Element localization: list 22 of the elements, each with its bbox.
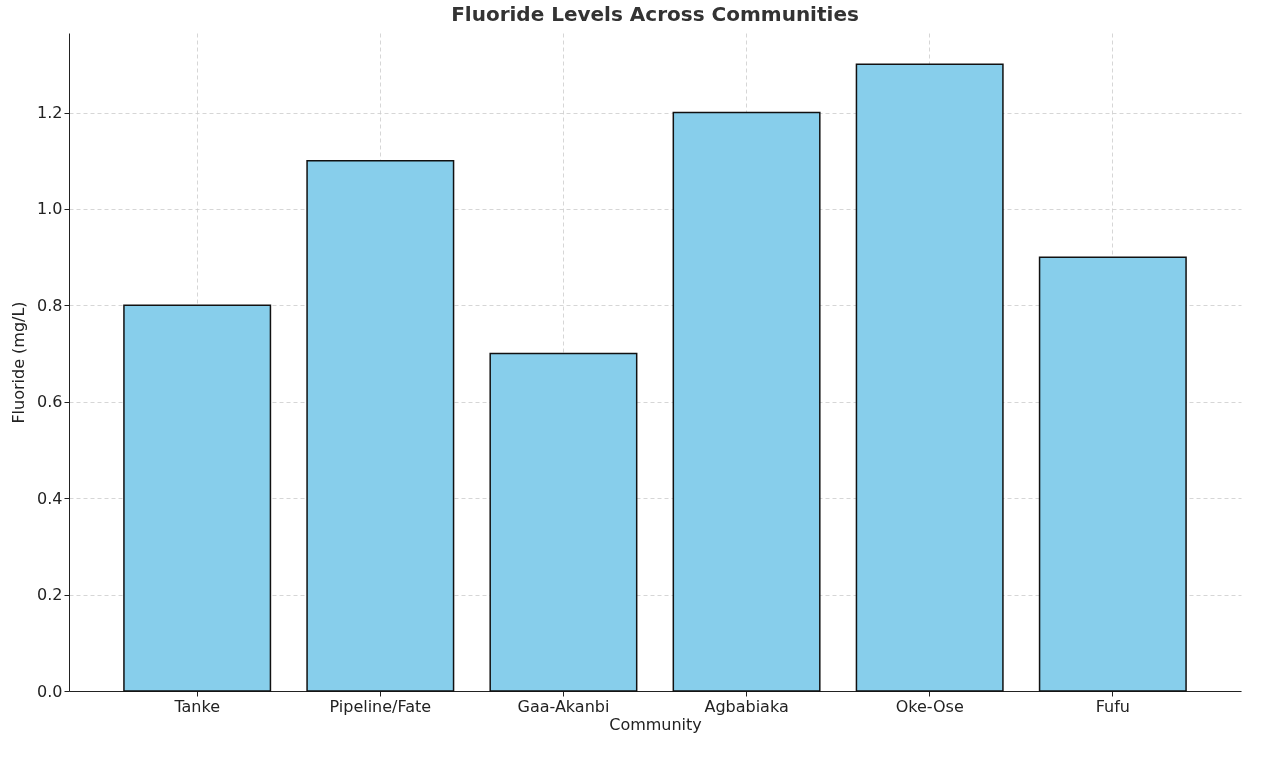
y-tick-label: 0.4 — [37, 488, 63, 508]
x-tick-label: Agbabiaka — [704, 696, 789, 716]
bar — [489, 352, 638, 692]
bar — [672, 111, 821, 692]
y-axis-title: Fluoride (mg/L) — [9, 301, 29, 424]
y-tick-label: 0.2 — [37, 585, 63, 605]
x-tick-label: Gaa-Akanbi — [517, 696, 610, 716]
x-tick-label: Oke-Ose — [895, 696, 964, 716]
x-axis-title: Community — [609, 714, 702, 734]
y-tick-label: 1.2 — [37, 103, 63, 123]
chart-title: Fluoride Levels Across Communities — [451, 2, 859, 26]
x-tick-label: Tanke — [173, 696, 220, 716]
x-tick-label: Pipeline/Fate — [329, 696, 432, 716]
y-tick-label: 0.8 — [37, 295, 63, 315]
bar — [123, 304, 272, 692]
bar — [1038, 256, 1187, 692]
y-tick-label: 0.6 — [37, 392, 63, 412]
x-tick-label: Fufu — [1095, 696, 1130, 716]
y-tick-label: 0.0 — [37, 681, 63, 701]
y-tick-label: 1.0 — [37, 199, 63, 219]
bar — [855, 63, 1004, 692]
bar — [306, 159, 455, 692]
